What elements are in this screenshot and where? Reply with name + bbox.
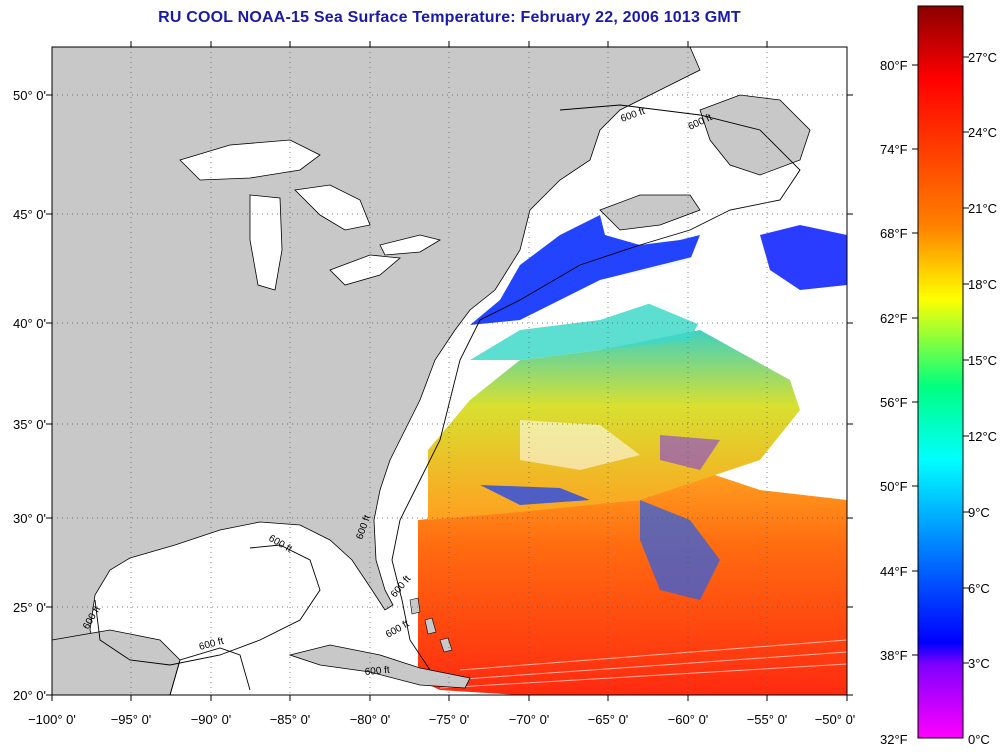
colorbar-f-label: 32°F xyxy=(880,732,908,747)
bahamas xyxy=(409,597,453,653)
lon-tick-label: −100° 0' xyxy=(28,712,76,727)
colorbar-c-label: 27°C xyxy=(968,50,998,65)
colorbar-f-label: 68°F xyxy=(880,226,908,241)
contour-label: 600 ft xyxy=(364,665,390,678)
lon-tick-label: −90° 0' xyxy=(190,712,232,727)
lon-tick-label: −65° 0' xyxy=(587,712,629,727)
lat-tick-label: 25° 0' xyxy=(13,600,46,615)
graticule xyxy=(52,47,847,695)
great-lakes xyxy=(179,139,442,291)
colorbar-f-label: 74°F xyxy=(880,142,908,157)
land-north-america xyxy=(52,47,701,695)
colorbar-f-label: 80°F xyxy=(880,58,908,73)
colorbar-c-label: 6°C xyxy=(968,581,990,596)
colorbar-f-label: 38°F xyxy=(880,648,908,663)
lon-tick-label: −95° 0' xyxy=(110,712,152,727)
lon-tick-label: −80° 0' xyxy=(349,712,391,727)
lat-tick-label: 20° 0' xyxy=(13,688,46,703)
lon-tick-label: −50° 0' xyxy=(814,712,856,727)
isobath-600ft xyxy=(94,104,801,671)
colorbar-f-label: 44°F xyxy=(880,564,908,579)
colorbar-c-label: 18°C xyxy=(968,277,998,292)
colorbar-c-label: 12°C xyxy=(968,429,998,444)
lat-tick-label: 35° 0' xyxy=(13,417,46,432)
lon-tick-label: −70° 0' xyxy=(508,712,550,727)
colorbar-f-label: 56°F xyxy=(880,395,908,410)
lon-tick-label: −75° 0' xyxy=(428,712,470,727)
map-title: RU COOL NOAA-15 Sea Surface Temperature:… xyxy=(158,9,741,26)
lat-tick-label: 45° 0' xyxy=(13,207,46,222)
land-cuba xyxy=(288,644,471,689)
colorbar-c-label: 21°C xyxy=(968,201,998,216)
isobath-gulf-deep xyxy=(169,647,251,695)
land-newfoundland xyxy=(699,94,811,176)
lon-tick-label: −55° 0' xyxy=(746,712,788,727)
colorbar-gradient xyxy=(917,5,964,739)
sst-data-layer xyxy=(418,215,847,695)
axis-ticks xyxy=(46,41,853,701)
land-nova-scotia xyxy=(599,194,701,231)
colorbar-c-label: 0°C xyxy=(968,732,990,747)
colorbar-f-label: 62°F xyxy=(880,311,908,326)
lat-tick-label: 50° 0' xyxy=(13,88,46,103)
colorbar-c-label: 15°C xyxy=(968,353,998,368)
lon-tick-label: −85° 0' xyxy=(269,712,311,727)
colorbar-ticks xyxy=(912,56,969,664)
colorbar-c-label: 3°C xyxy=(968,656,990,671)
lat-tick-label: 40° 0' xyxy=(13,316,46,331)
colorbar-f-label: 50°F xyxy=(880,479,908,494)
lat-tick-label: 30° 0' xyxy=(13,511,46,526)
lon-tick-label: −60° 0' xyxy=(667,712,709,727)
colorbar-c-label: 9°C xyxy=(968,505,990,520)
colorbar-c-label: 24°C xyxy=(968,125,998,140)
